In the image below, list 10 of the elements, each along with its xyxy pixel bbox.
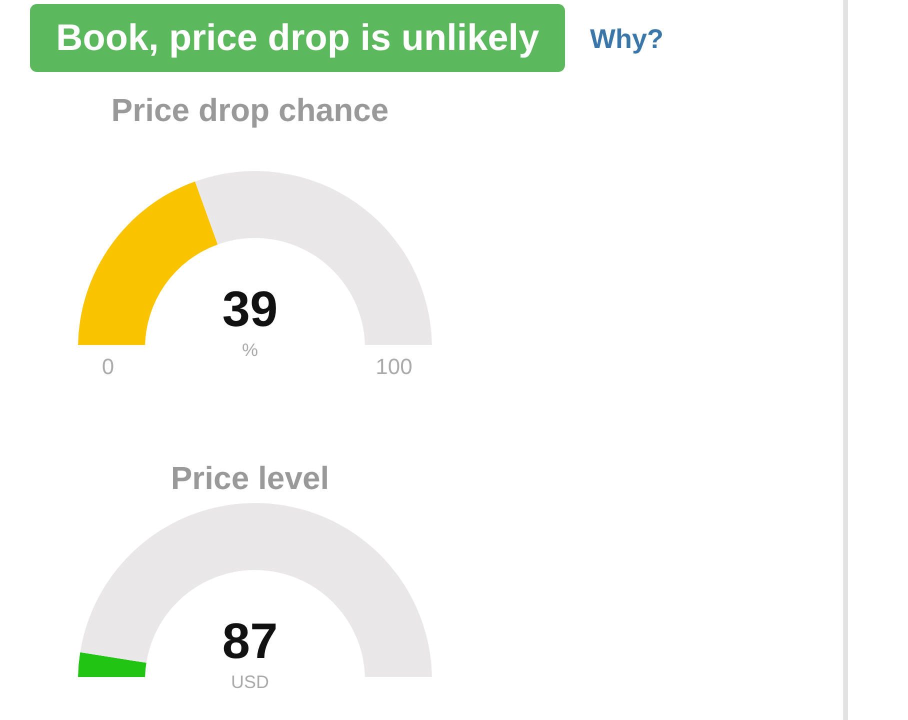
text: 39 xyxy=(221,280,279,338)
chart-title: Price drop chance xyxy=(110,92,390,129)
chart-title: Price level xyxy=(170,460,330,497)
text: Why? xyxy=(590,24,664,55)
text: Book, price drop is unlikely xyxy=(30,4,566,72)
text: USD xyxy=(230,672,270,693)
text: 100 xyxy=(374,354,414,380)
text: 87 xyxy=(221,612,279,670)
text: 0 xyxy=(100,354,116,380)
text: % xyxy=(240,340,259,361)
